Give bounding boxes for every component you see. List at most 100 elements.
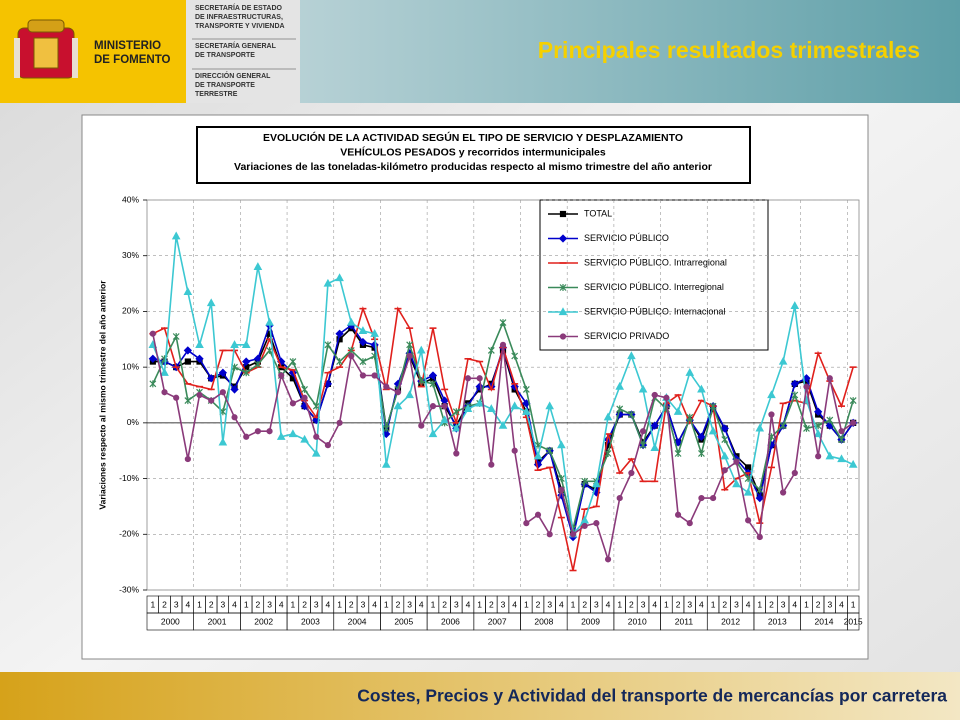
point-marker [161, 389, 168, 396]
y-tick-label: 0% [127, 417, 140, 427]
point-marker [301, 385, 308, 393]
units-block [186, 0, 300, 103]
x-tick-label: 4 [652, 599, 657, 609]
point-marker [171, 231, 181, 240]
point-marker [685, 367, 695, 376]
x-tick-label: 2 [676, 599, 681, 609]
point-marker [475, 398, 484, 407]
point-marker [288, 368, 298, 377]
point-marker [628, 469, 635, 477]
legend-label: SERVICIO PÚBLICO [584, 233, 669, 243]
year-label: 2000 [161, 616, 180, 626]
year-label: 2003 [301, 616, 320, 626]
point-marker [429, 380, 437, 388]
point-marker [452, 408, 460, 416]
x-tick-label: 3 [687, 599, 692, 609]
x-tick-label: 2 [769, 599, 774, 609]
point-marker [559, 284, 567, 291]
point-marker [745, 517, 752, 524]
point-marker [650, 443, 660, 452]
point-marker [453, 450, 460, 457]
x-tick-label: 1 [664, 599, 669, 609]
point-marker [173, 394, 180, 401]
point-marker [627, 411, 635, 418]
x-tick-label: 1 [617, 599, 622, 609]
point-marker [698, 450, 705, 457]
point-marker [405, 390, 414, 399]
x-tick-label: 2 [442, 599, 447, 609]
point-marker [383, 383, 390, 390]
year-label: 2001 [208, 616, 227, 626]
point-marker [826, 416, 834, 424]
point-marker [499, 341, 507, 348]
point-marker [172, 333, 180, 340]
point-marker [709, 402, 717, 410]
footer-bar [0, 672, 960, 720]
point-marker [604, 556, 612, 563]
point-marker [324, 341, 332, 349]
ministry-name: MINISTERIO [94, 40, 161, 52]
point-marker [545, 401, 555, 410]
point-marker [850, 419, 857, 426]
point-marker [254, 428, 261, 435]
unit-name: TRANSPORTE Y VIVIENDA [195, 23, 285, 30]
x-tick-label: 3 [547, 599, 552, 609]
x-tick-label: 4 [559, 599, 564, 609]
point-marker [743, 487, 753, 496]
point-marker [243, 433, 250, 440]
year-label: 2007 [488, 616, 507, 626]
point-marker [195, 340, 204, 348]
point-marker [698, 494, 705, 502]
point-marker [346, 317, 356, 326]
x-tick-label: 3 [641, 599, 646, 609]
x-tick-label: 1 [851, 599, 856, 609]
point-marker [230, 385, 239, 394]
x-tick-label: 1 [384, 599, 389, 609]
point-marker [673, 438, 683, 447]
page-title: Principales resultados trimestrales [538, 37, 920, 63]
point-marker [780, 489, 787, 496]
series-group [148, 231, 858, 538]
point-marker [266, 428, 273, 435]
point-marker [206, 298, 216, 307]
x-tick-label: 1 [804, 599, 809, 609]
point-marker [254, 360, 262, 368]
x-tick-label: 3 [221, 599, 226, 609]
point-marker [219, 389, 226, 396]
year-label: 2012 [721, 616, 740, 626]
point-marker [335, 273, 344, 282]
point-marker [347, 346, 355, 354]
point-marker [148, 354, 157, 363]
point-marker [451, 423, 461, 432]
chart-title-box [196, 126, 751, 184]
x-tick-label: 3 [734, 599, 739, 609]
point-marker [791, 391, 799, 399]
x-tick-label: 1 [431, 599, 436, 609]
legend-label: SERVICIO PRIVADO [584, 331, 669, 341]
point-marker [755, 423, 765, 432]
point-marker [149, 380, 157, 388]
y-tick-label: 40% [122, 194, 139, 204]
x-tick-label: 2 [816, 599, 821, 609]
year-label: 2008 [534, 616, 553, 626]
point-marker [510, 401, 519, 410]
legend-label: SERVICIO PÚBLICO. Internacional [584, 306, 725, 316]
x-tick-label: 4 [746, 599, 751, 609]
point-marker [440, 415, 449, 424]
x-tick-label: 3 [454, 599, 459, 609]
point-marker [241, 340, 251, 348]
point-marker [709, 494, 717, 502]
x-tick-label: 1 [757, 599, 762, 609]
point-marker [288, 429, 298, 438]
point-marker [348, 352, 355, 360]
point-marker [838, 436, 845, 444]
x-tick-label: 1 [291, 599, 296, 609]
point-marker [301, 394, 308, 401]
point-marker [615, 381, 625, 390]
point-marker [406, 341, 414, 349]
point-marker [559, 210, 567, 218]
point-marker [183, 346, 193, 355]
unit-name: DIRECCIÓN GENERAL [195, 71, 271, 80]
